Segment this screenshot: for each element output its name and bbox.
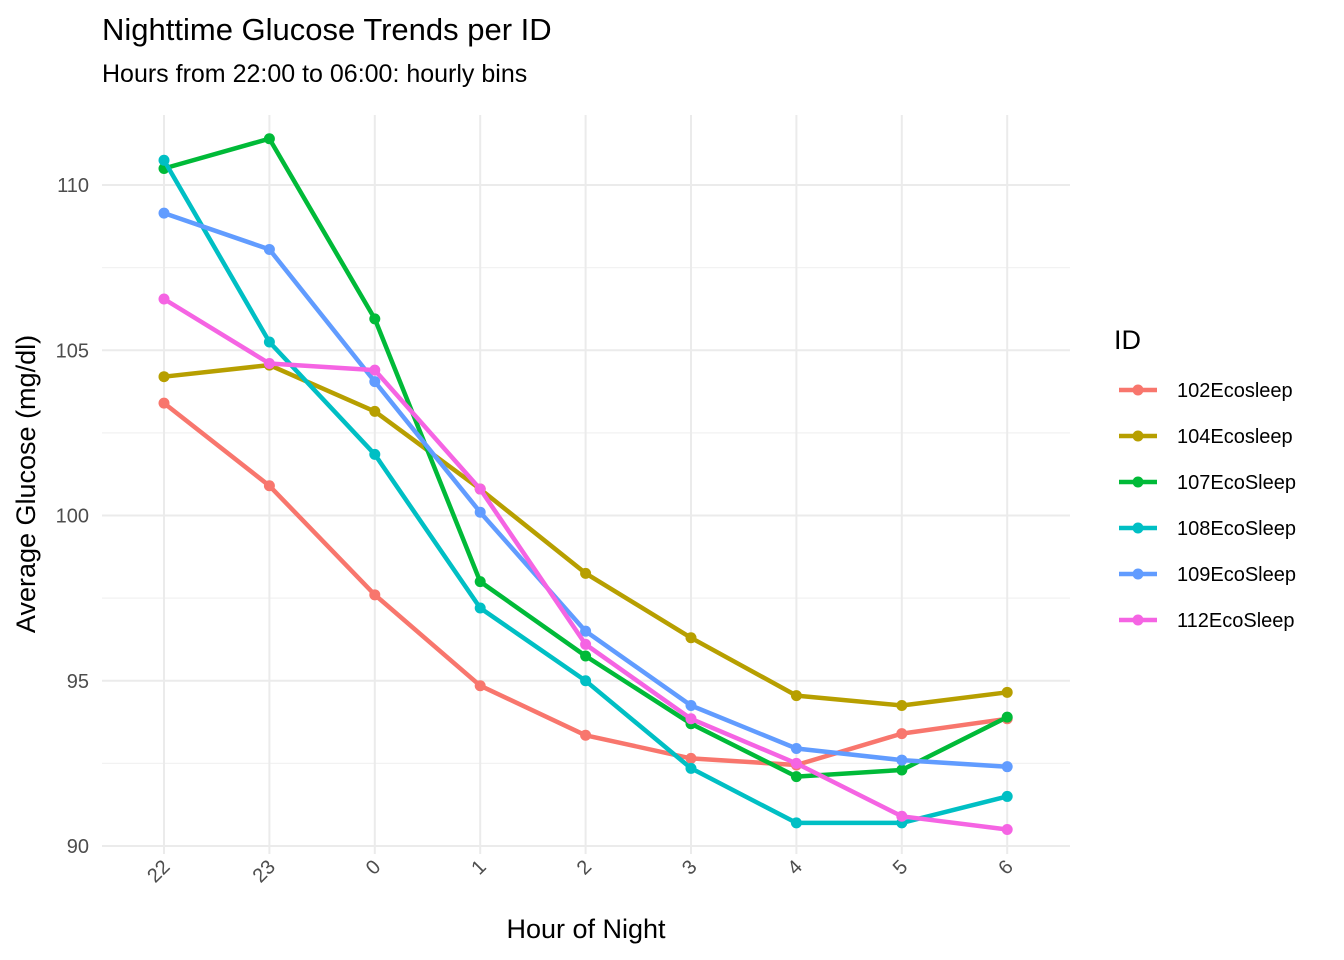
data-point — [474, 602, 486, 614]
data-point — [896, 700, 908, 712]
legend-key-point — [1132, 430, 1144, 442]
data-point — [158, 154, 170, 166]
data-point — [263, 336, 275, 348]
data-point — [685, 700, 697, 712]
legend-key-point — [1132, 568, 1144, 580]
data-point — [580, 729, 592, 741]
legend-label: 107EcoSleep — [1177, 472, 1296, 494]
data-point — [685, 752, 697, 764]
legend-title: ID — [1114, 325, 1141, 355]
legend-item: 112EcoSleep — [1119, 610, 1295, 632]
legend-label: 102Ecosleep — [1177, 380, 1293, 402]
data-point — [685, 762, 697, 774]
data-point — [896, 764, 908, 776]
data-point — [896, 754, 908, 766]
x-tick-label: 2 — [573, 856, 596, 879]
series-109EcoSleep — [158, 207, 1013, 773]
data-point — [790, 771, 802, 783]
series-112EcoSleep — [158, 293, 1013, 835]
x-tick-label: 4 — [784, 856, 807, 879]
data-point — [158, 293, 170, 305]
x-tick-label: 5 — [889, 856, 912, 879]
data-point — [685, 632, 697, 644]
data-point — [158, 371, 170, 383]
legend-key-point — [1132, 614, 1144, 626]
data-point — [263, 357, 275, 369]
data-point — [369, 313, 381, 325]
data-point — [263, 243, 275, 255]
legend-label: 109EcoSleep — [1177, 564, 1296, 586]
data-point — [896, 728, 908, 740]
data-point — [790, 690, 802, 702]
legend-key-point — [1132, 476, 1144, 488]
y-tick-label: 110 — [57, 175, 89, 197]
data-point — [1001, 790, 1013, 802]
data-point — [790, 743, 802, 755]
data-point — [369, 589, 381, 601]
x-tick-label: 6 — [994, 856, 1017, 879]
legend: 102Ecosleep 104Ecosleep 107EcoSleep 108EcoS… — [1119, 380, 1296, 632]
data-point — [1001, 711, 1013, 723]
y-tick-label: 100 — [56, 506, 89, 528]
series-lines — [158, 133, 1013, 835]
data-point — [369, 364, 381, 376]
data-point — [474, 506, 486, 518]
data-point — [1001, 761, 1013, 773]
data-point — [580, 638, 592, 650]
data-point — [369, 448, 381, 460]
data-point — [580, 650, 592, 662]
legend-item: 109EcoSleep — [1119, 564, 1296, 586]
chart-title: Nighttime Glucose Trends per ID — [102, 12, 552, 47]
data-point — [580, 567, 592, 579]
x-tick-label: 3 — [678, 856, 701, 879]
x-axis-title: Hour of Night — [506, 914, 666, 944]
legend-label: 108EcoSleep — [1177, 518, 1296, 540]
x-tick-label: 23 — [249, 856, 280, 887]
legend-item: 108EcoSleep — [1119, 518, 1296, 540]
y-tick-label: 105 — [56, 340, 89, 362]
data-point — [263, 133, 275, 145]
data-point — [790, 757, 802, 769]
data-point — [474, 576, 486, 588]
data-point — [1001, 823, 1013, 835]
data-point — [369, 376, 381, 388]
y-axis-ticks: 90 95 100 105 110 — [56, 175, 89, 858]
y-tick-label: 95 — [67, 671, 89, 693]
data-point — [896, 810, 908, 822]
data-point — [158, 207, 170, 219]
legend-item: 104Ecosleep — [1119, 426, 1293, 448]
data-point — [685, 713, 697, 725]
x-tick-label: 22 — [143, 856, 174, 887]
y-tick-label: 90 — [67, 836, 89, 858]
data-point — [263, 480, 275, 492]
legend-label: 104Ecosleep — [1177, 426, 1293, 448]
data-point — [580, 675, 592, 687]
chart-subtitle: Hours from 22:00 to 06:00: hourly bins — [102, 60, 527, 88]
y-axis-title: Average Glucose (mg/dl) — [11, 335, 41, 633]
data-point — [790, 817, 802, 829]
data-point — [580, 625, 592, 637]
legend-key-point — [1132, 384, 1144, 396]
data-point — [474, 483, 486, 495]
x-tick-label: 0 — [362, 856, 385, 879]
data-point — [158, 397, 170, 409]
data-point — [474, 680, 486, 692]
legend-label: 112EcoSleep — [1177, 610, 1295, 632]
grid-lines — [102, 115, 1070, 854]
x-axis-ticks: 22 23 0 1 2 3 4 5 6 — [143, 856, 1017, 887]
legend-item: 107EcoSleep — [1119, 472, 1296, 494]
x-tick-label: 1 — [467, 856, 490, 879]
legend-key-point — [1132, 522, 1144, 534]
legend-item: 102Ecosleep — [1119, 380, 1293, 402]
data-point — [1001, 686, 1013, 698]
data-point — [369, 405, 381, 417]
